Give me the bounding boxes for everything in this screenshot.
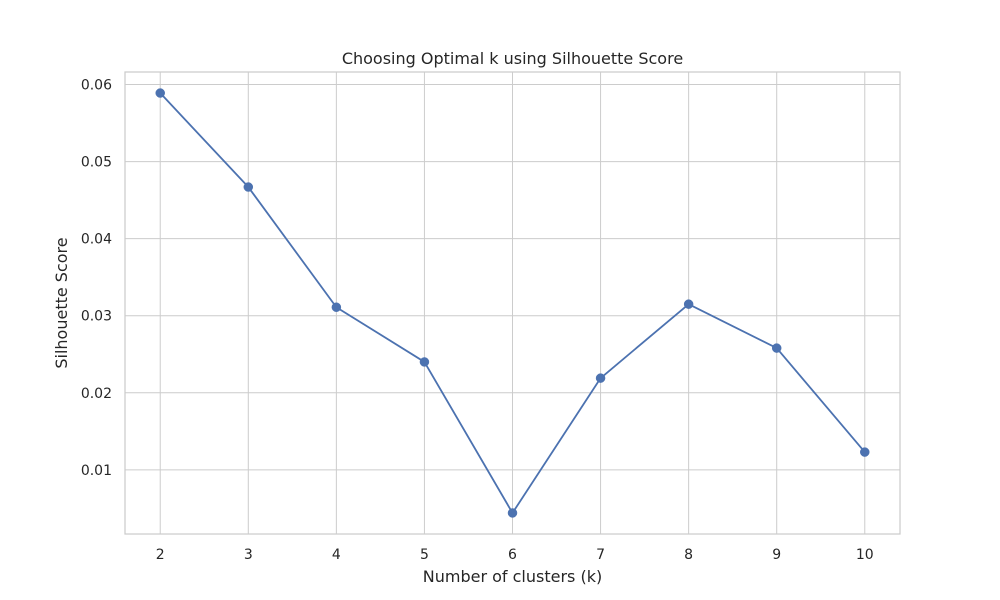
x-tick-label: 8 — [684, 547, 693, 563]
x-tick-label: 4 — [332, 547, 341, 563]
data-point — [331, 302, 342, 312]
x-axis-label: Number of clusters (k) — [423, 567, 602, 586]
grid-lines — [125, 72, 900, 534]
x-tick-label: 5 — [420, 547, 429, 563]
series-layer — [155, 88, 870, 518]
y-tick-label: 0.04 — [81, 232, 112, 248]
y-tick-label: 0.01 — [81, 463, 112, 479]
x-tick-label: 6 — [508, 547, 517, 563]
data-point — [683, 299, 694, 309]
y-tick-label: 0.02 — [81, 386, 112, 402]
data-point — [419, 357, 430, 367]
plot-frame — [124, 71, 901, 535]
x-tick-label: 7 — [596, 547, 605, 563]
data-point — [155, 88, 165, 98]
x-tick-label: 2 — [156, 547, 165, 563]
data-point — [507, 508, 518, 518]
y-tick-label: 0.05 — [81, 155, 112, 171]
data-point — [243, 182, 254, 192]
data-point — [860, 447, 870, 457]
y-tick-label: 0.06 — [81, 78, 112, 94]
data-point — [771, 343, 782, 353]
x-tick-labels: 2 3 4 5 6 7 8 9 10 — [156, 547, 874, 563]
y-axis-label: Silhouette Score — [52, 237, 71, 368]
x-tick-label: 10 — [856, 547, 874, 563]
y-tick-label: 0.03 — [81, 309, 112, 325]
x-tick-label: 9 — [772, 547, 781, 563]
x-tick-label: 3 — [244, 547, 253, 563]
data-point — [595, 373, 606, 383]
y-tick-labels: 0.01 0.02 0.03 0.04 0.05 0.06 — [81, 78, 112, 479]
chart-title: Choosing Optimal k using Silhouette Scor… — [342, 49, 683, 68]
